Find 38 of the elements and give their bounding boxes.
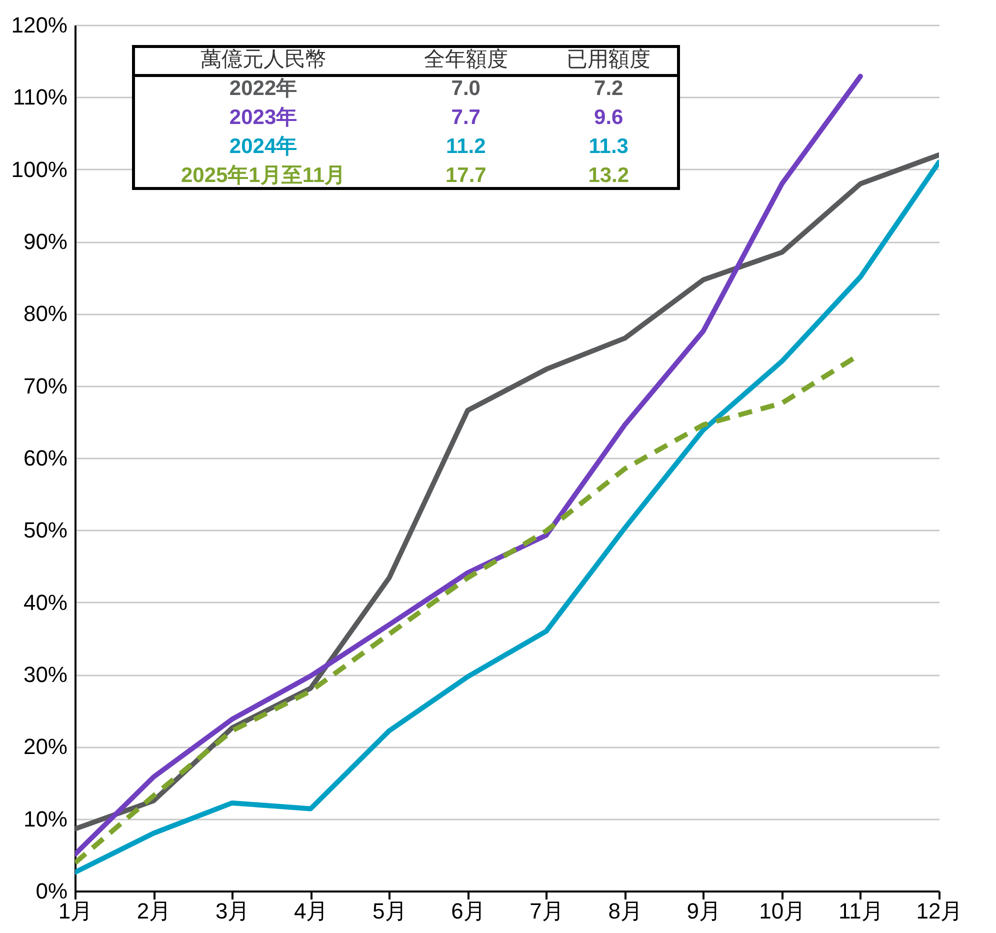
x-tick-label: 3月 [215, 898, 250, 924]
text: 2023年 [228, 105, 298, 131]
x-tick-label: 12月 [916, 898, 963, 924]
x-tick-label: 5月 [372, 898, 407, 924]
y-tick-label: 80% [23, 301, 68, 326]
y-tick-label: 30% [23, 662, 68, 687]
x-tick-label: 4月 [294, 898, 328, 924]
x-tick-label: 8月 [608, 898, 642, 924]
y-tick-label: 40% [23, 590, 68, 615]
text: 2022年 [228, 76, 298, 102]
y-tick-label: 50% [23, 518, 68, 543]
annotation: 已用額度 [566, 47, 652, 73]
annotation: 萬億元人民幣 [199, 47, 328, 73]
x-tick-label: 2月 [136, 898, 172, 924]
annotation: 17.7 [444, 163, 488, 189]
y-tick-label: 110% [12, 84, 68, 110]
annotation: 13.2 [587, 163, 630, 189]
annotation: 7.0 [450, 76, 482, 102]
x-tick-label: 9月 [686, 898, 721, 924]
x-tick-label: 10月 [759, 898, 806, 924]
y-tick-label: 20% [23, 734, 68, 760]
y-tick-label: 70% [23, 373, 68, 398]
x-tick-label: 11月 [838, 898, 884, 924]
y-tick-label: 60% [23, 446, 68, 470]
x-tick-label: 7月 [530, 898, 564, 924]
x-tick-label: 6月 [451, 898, 486, 924]
annotation: 9.6 [593, 105, 624, 131]
y-tick-label: 100% [11, 156, 68, 182]
annotation: 全年額度 [422, 47, 509, 73]
annotation: 7.7 [450, 105, 482, 131]
annotation: 11.3 [588, 134, 630, 160]
text: 2025年1月至11月 [180, 163, 347, 189]
y-tick-label: 10% [23, 806, 68, 832]
y-tick-label: 90% [23, 229, 68, 254]
annotation: 11.2 [445, 134, 487, 160]
text: 2024年 [228, 134, 298, 160]
y-tick-label: 120% [11, 12, 68, 38]
annotation: 7.2 [593, 76, 624, 102]
